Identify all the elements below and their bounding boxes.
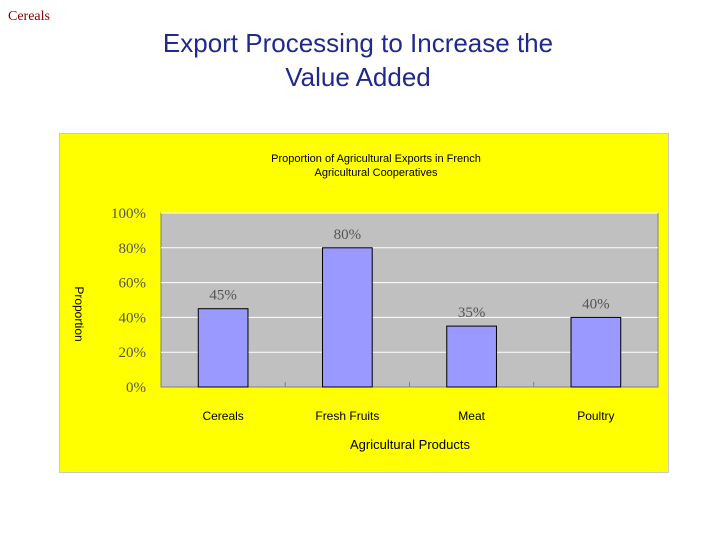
slide-title: Export Processing to Increase the Value … — [90, 26, 626, 94]
bar — [322, 247, 373, 388]
data-label: 40% — [582, 296, 610, 312]
bar — [197, 308, 249, 388]
y-tick-label: 60% — [119, 276, 147, 292]
x-axis-label: Agricultural Products — [350, 437, 470, 452]
chart-title-line-2: Agricultural Cooperatives — [315, 167, 438, 179]
corner-label: Cereals — [8, 9, 50, 24]
y-axis-label: Proportion — [72, 286, 86, 341]
x-tick-label: Meat — [458, 409, 485, 423]
x-tick-label: Cereals — [202, 409, 243, 423]
y-tick-label: 80% — [119, 241, 147, 257]
data-label: 45% — [209, 288, 237, 304]
data-label: 80% — [334, 227, 362, 243]
y-tick-label: 20% — [119, 345, 147, 361]
slide-title-line-2: Value Added — [285, 62, 431, 92]
y-tick-label: 0% — [126, 380, 146, 396]
x-tick-label: Fresh Fruits — [315, 409, 379, 423]
bar — [446, 325, 497, 388]
chart-title-line-1: Proportion of Agricultural Exports in Fr… — [271, 153, 481, 165]
slide-title-line-1: Export Processing to Increase the — [162, 28, 554, 58]
y-tick-label: 40% — [119, 310, 147, 326]
bar — [570, 316, 622, 388]
x-tick-label: Poultry — [577, 409, 614, 423]
y-tick-label: 100% — [111, 206, 146, 222]
data-label: 35% — [458, 305, 486, 321]
